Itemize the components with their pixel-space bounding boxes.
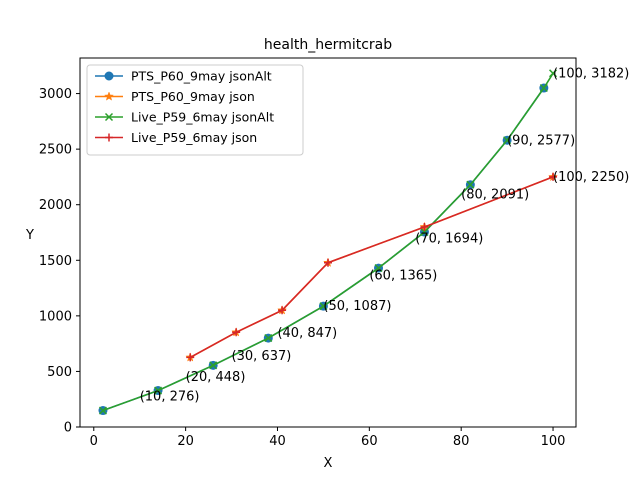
x-tick-label: 80 <box>453 434 470 449</box>
y-tick-label: 500 <box>47 365 72 380</box>
data-point <box>539 83 548 93</box>
legend-label: PTS_P60_9may json <box>131 89 255 104</box>
y-tick-label: 2000 <box>39 198 72 213</box>
data-point <box>374 264 383 273</box>
data-label: (20, 448) <box>186 370 246 385</box>
legend: PTS_P60_9may jsonAlt PTS_P60_9may json Liv… <box>86 64 304 156</box>
series-line <box>189 176 554 359</box>
x-tick-label: 20 <box>177 434 194 449</box>
series-4 <box>186 172 558 362</box>
y-tick-label: 3000 <box>39 87 72 102</box>
data-label: (30, 637) <box>232 349 292 364</box>
data-point <box>420 228 429 237</box>
axes-frame <box>79 57 577 428</box>
data-point <box>278 306 287 315</box>
data-label: (60, 1365) <box>369 268 437 283</box>
data-point <box>466 180 475 189</box>
data-point <box>186 353 195 362</box>
data-label: (40, 847) <box>277 326 337 341</box>
legend-entry: PTS_P60_9may json <box>95 89 255 104</box>
y-tick-label: 0 <box>64 421 72 436</box>
x-tick-label: 60 <box>361 434 378 449</box>
legend-entry: Live_P59_6may json <box>95 130 257 145</box>
series-3 <box>98 69 558 415</box>
data-point <box>154 386 163 395</box>
data-point <box>104 112 114 122</box>
data-label: (80, 2091) <box>461 188 529 203</box>
y-tick-label: 2500 <box>39 143 72 158</box>
data-point <box>104 71 114 81</box>
data-point <box>319 302 328 311</box>
data-label: (90, 2577) <box>507 134 575 149</box>
x-tick-label: 100 <box>541 434 566 449</box>
legend-entry: Live_P59_6may jsonAlt <box>95 110 274 125</box>
x-tick-label: 40 <box>269 434 286 449</box>
data-point <box>209 361 218 370</box>
data-label: (70, 1694) <box>415 232 483 247</box>
data-point <box>503 136 512 145</box>
data-point <box>232 328 241 337</box>
legend-label: PTS_P60_9may jsonAlt <box>131 69 272 84</box>
x-tick-label: 0 <box>90 434 98 449</box>
data-point <box>324 258 332 267</box>
legend-label: Live_P59_6may json <box>131 130 257 145</box>
data-point <box>98 406 107 415</box>
data-point <box>549 172 558 181</box>
series-line <box>189 176 554 359</box>
y-tick-label: 1000 <box>39 309 72 324</box>
data-label: (10, 276) <box>140 389 200 404</box>
data-point <box>105 133 113 142</box>
chart-title: health_hermitcrab <box>264 37 392 53</box>
legend-label: Live_P59_6may jsonAlt <box>131 110 274 125</box>
data-point <box>104 91 114 101</box>
legend-entry: PTS_P60_9may jsonAlt <box>95 69 272 84</box>
data-point <box>549 69 558 78</box>
legend-box <box>86 64 304 156</box>
data-label: (50, 1087) <box>323 299 391 314</box>
data-label: (100, 3182) <box>553 66 629 81</box>
data-label: (100, 2250) <box>553 170 629 185</box>
data-point <box>420 222 429 231</box>
plot-area: (10, 276) (20, 448) (30, 637) (40, 847) (50,… <box>98 66 629 416</box>
y-tick-label: 1500 <box>39 254 72 269</box>
x-axis-label: X <box>324 456 333 471</box>
data-point <box>264 334 273 343</box>
y-axis-label: Y <box>25 228 34 243</box>
